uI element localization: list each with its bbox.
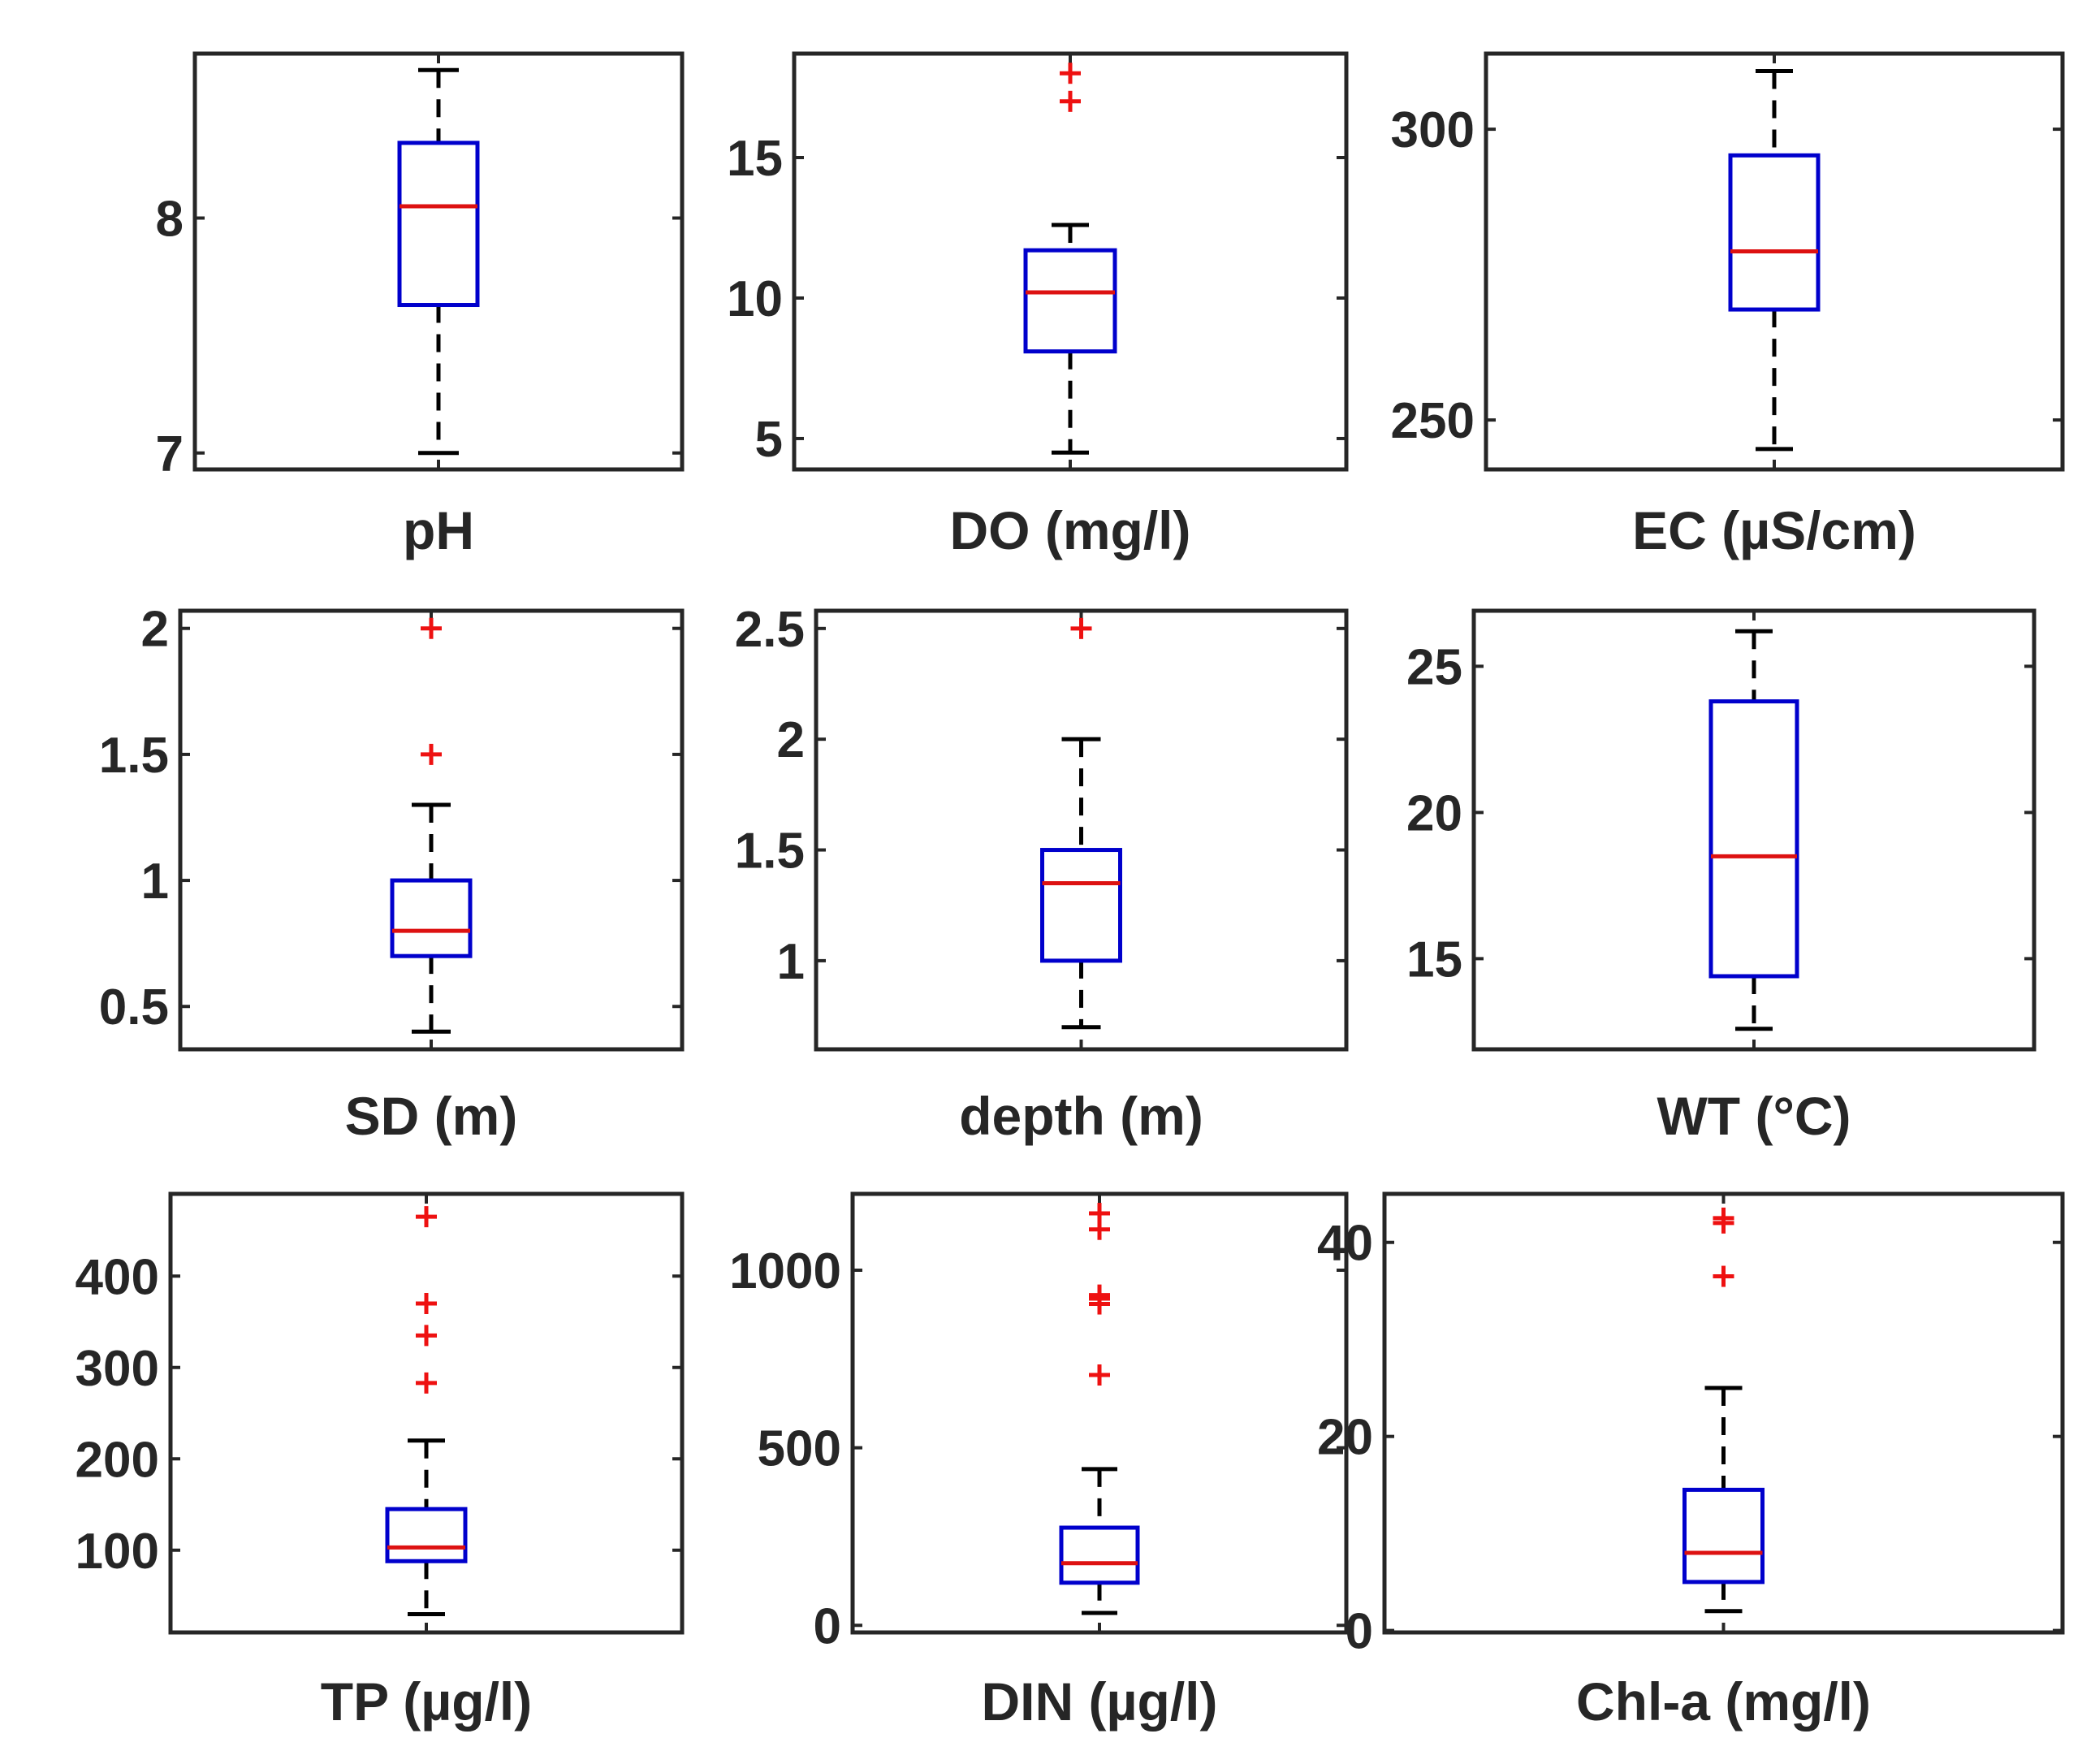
- panel-6: 15 20 25 WT (°C): [1406, 608, 2037, 1146]
- iqr-box: [1708, 699, 1799, 979]
- outlier-marker: [1713, 1207, 1734, 1229]
- panel-7: 100 200 300 400 TP (µg/l): [76, 1191, 685, 1732]
- iqr-box: [1682, 1487, 1765, 1585]
- y-tick-label: 2.5: [735, 602, 805, 658]
- y-tick-label: 40: [1317, 1216, 1373, 1272]
- panel-5: 1 1.5 2 2.5 depth (m): [735, 602, 1349, 1146]
- outlier-marker: [1060, 90, 1081, 112]
- y-tick-label: 15: [1406, 932, 1462, 988]
- y-tick-label: 0: [814, 1598, 841, 1654]
- y-tick-label: 250: [1391, 393, 1475, 449]
- x-axis-label: WT (°C): [1657, 1086, 1851, 1146]
- outlier-marker: [421, 743, 442, 765]
- y-tick-label: 300: [76, 1341, 159, 1397]
- y-tick-label: 0.5: [99, 979, 169, 1035]
- axes-frame: [178, 608, 685, 1052]
- y-tick-label: 100: [76, 1524, 159, 1580]
- y-tick-label: 10: [727, 271, 783, 327]
- outlier-marker: [421, 617, 442, 639]
- y-tick-label: 8: [156, 191, 184, 247]
- axes-frame: [168, 1191, 685, 1635]
- outlier-marker: [1713, 1265, 1734, 1287]
- outlier-marker: [1060, 63, 1081, 84]
- iqr-box: [1728, 153, 1821, 312]
- panel-4: 0.5 1 1.5 2 SD (m): [99, 602, 685, 1146]
- y-tick-label: 1.5: [99, 728, 169, 784]
- y-tick-label: 500: [758, 1421, 841, 1477]
- outlier-marker: [416, 1206, 437, 1228]
- y-tick-label: 20: [1406, 785, 1462, 841]
- y-tick-label: 5: [755, 412, 783, 468]
- x-axis-label: DIN (µg/l): [982, 1671, 1218, 1732]
- outlier-marker: [416, 1293, 437, 1314]
- panel-1: 7 8 pH: [156, 51, 685, 560]
- iqr-box: [390, 878, 473, 958]
- iqr-box: [385, 1507, 468, 1563]
- x-axis-label: depth (m): [959, 1086, 1203, 1146]
- y-tick-label: 400: [76, 1249, 159, 1305]
- panel-2: 5 10 15 DO (mg/l): [727, 51, 1349, 560]
- iqr-box: [397, 141, 480, 308]
- outlier-marker: [1070, 617, 1092, 639]
- iqr-box: [1059, 1525, 1140, 1585]
- panel-8: 0 500 1000 DIN (µg/l): [729, 1191, 1349, 1732]
- x-axis-label: DO (mg/l): [950, 500, 1191, 560]
- outlier-marker: [416, 1372, 437, 1394]
- outlier-marker: [416, 1325, 437, 1347]
- outlier-marker: [1089, 1203, 1110, 1225]
- x-axis-label: Chl-a (mg/l): [1576, 1671, 1871, 1732]
- y-tick-label: 0: [1346, 1604, 1373, 1660]
- y-tick-label: 25: [1406, 639, 1462, 695]
- y-tick-label: 1: [141, 854, 169, 910]
- y-tick-label: 7: [156, 426, 184, 482]
- y-tick-label: 2: [777, 712, 805, 768]
- iqr-box: [1023, 248, 1117, 354]
- x-axis-label: pH: [403, 500, 474, 560]
- y-tick-label: 15: [727, 131, 783, 187]
- outlier-marker: [1089, 1284, 1110, 1306]
- y-tick-label: 300: [1391, 102, 1475, 158]
- outlier-marker: [1089, 1364, 1110, 1386]
- y-tick-label: 1: [777, 934, 805, 990]
- iqr-box: [1040, 848, 1122, 963]
- panel-9: 0 20 40 Chl-a (mg/l): [1317, 1191, 2065, 1732]
- y-tick-label: 20: [1317, 1410, 1373, 1466]
- x-axis-label: SD (m): [345, 1086, 518, 1146]
- y-tick-label: 2: [141, 602, 169, 658]
- x-axis-label: EC (µS/cm): [1632, 500, 1916, 560]
- y-tick-label: 200: [76, 1432, 159, 1488]
- y-tick-label: 1000: [729, 1243, 841, 1299]
- x-axis-label: TP (µg/l): [321, 1671, 532, 1732]
- y-tick-label: 1.5: [735, 824, 805, 880]
- panel-3: 250 300 EC (µS/cm): [1391, 51, 2065, 560]
